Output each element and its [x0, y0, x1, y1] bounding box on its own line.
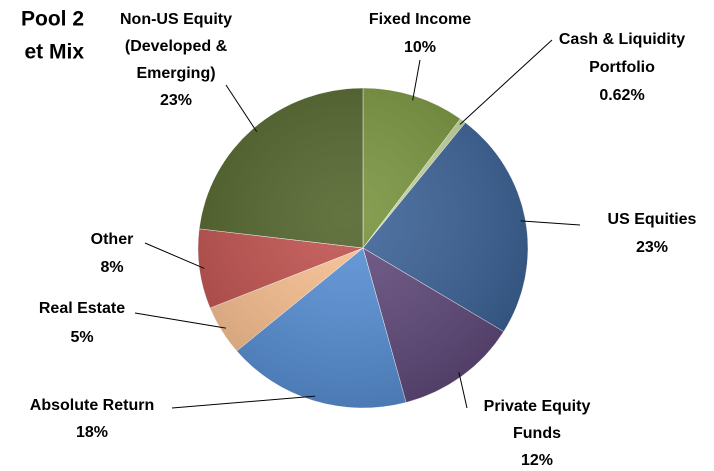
- slice-label: US Equities: [608, 211, 697, 228]
- leader-line: [412, 59, 421, 101]
- value-label: 23%: [636, 239, 668, 256]
- pie-slice: [198, 87, 364, 249]
- value-label: 12%: [521, 452, 553, 469]
- leader-line: [459, 39, 553, 125]
- value-label: 23%: [160, 92, 192, 109]
- slice-label: Other: [91, 231, 134, 248]
- leader-line: [134, 312, 226, 329]
- value-label: 0.62%: [599, 87, 644, 104]
- chart-title: et Mix: [24, 41, 84, 64]
- value-label: 8%: [100, 259, 123, 276]
- leader-line: [520, 220, 581, 226]
- slice-label: Real Estate: [39, 300, 125, 317]
- leader-line: [171, 395, 316, 409]
- value-label: 10%: [404, 39, 436, 56]
- slice-label: Cash & Liquidity: [559, 31, 685, 48]
- slice-label: Funds: [513, 425, 561, 442]
- leader-line: [144, 242, 205, 269]
- slice-label: Private Equity: [484, 398, 591, 415]
- chart-title: Pool 2: [21, 8, 84, 31]
- slice-label: Non-US Equity: [120, 11, 232, 28]
- slice-label: Portfolio: [589, 59, 655, 76]
- leader-line: [225, 84, 258, 133]
- slice-label: Emerging): [136, 65, 215, 82]
- leader-line: [458, 372, 468, 409]
- slice-label: (Developed &: [125, 38, 228, 55]
- value-label: 5%: [70, 329, 93, 346]
- value-label: 18%: [76, 424, 108, 441]
- slice-label: Absolute Return: [30, 397, 154, 414]
- slice-label: Fixed Income: [369, 11, 471, 28]
